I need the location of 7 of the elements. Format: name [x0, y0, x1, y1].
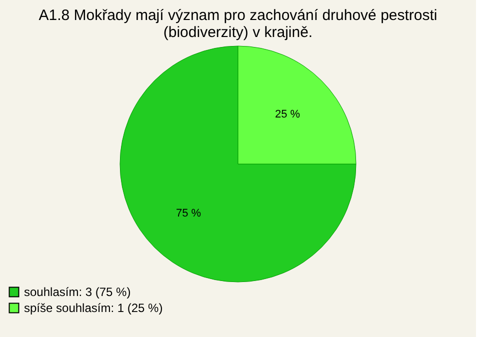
- data-label: 75 %: [176, 207, 202, 220]
- legend-label: souhlasím: 3 (75 %): [24, 285, 131, 299]
- data-label: 25 %: [274, 108, 300, 121]
- text: (biodiverzity) v krajině.: [163, 24, 313, 41]
- text: A1.8 Mokřady mají význam pro zachování druhové pestrosti: [38, 7, 438, 24]
- pie-slice: [120, 46, 356, 282]
- legend-label: spíše souhlasím: 1 (25 %): [24, 301, 163, 315]
